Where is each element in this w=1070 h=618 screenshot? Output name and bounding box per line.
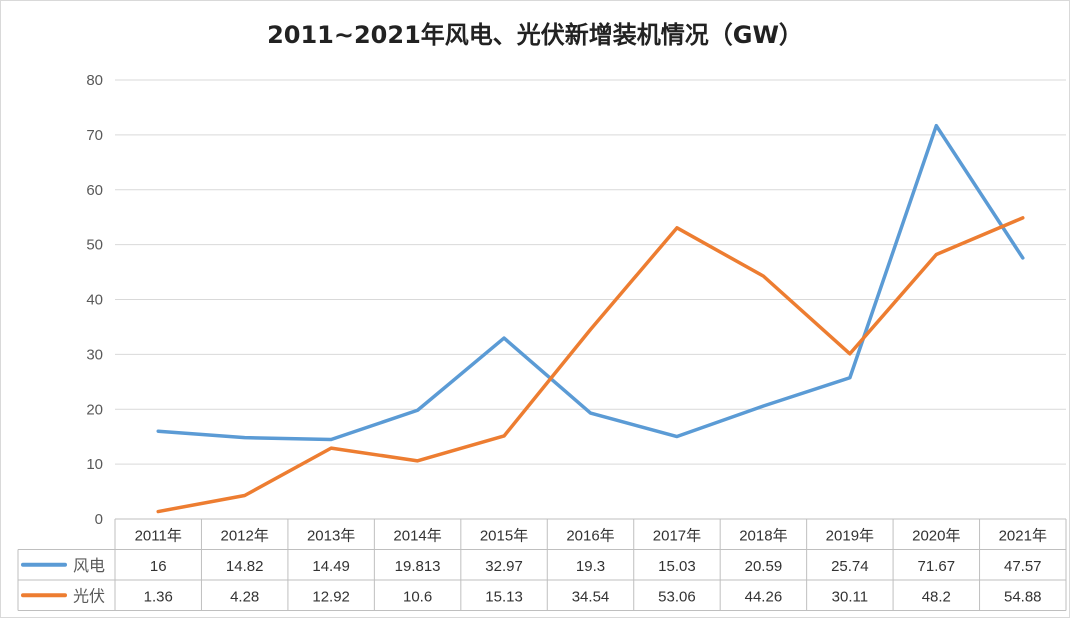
- data-value-cell: 53.06: [658, 588, 696, 605]
- legend-label: 光伏: [73, 586, 105, 605]
- x-category-label: 2018年: [739, 527, 787, 544]
- y-tick-label: 80: [86, 72, 103, 89]
- y-tick-label: 30: [86, 346, 103, 363]
- data-value-cell: 20.59: [745, 558, 783, 575]
- data-value-cell: 15.13: [485, 588, 523, 605]
- data-value-cell: 19.813: [395, 558, 441, 575]
- data-value-cell: 1.36: [144, 588, 173, 605]
- y-tick-label: 70: [86, 127, 103, 144]
- data-value-cell: 10.6: [403, 588, 432, 605]
- x-category-label: 2016年: [566, 527, 614, 544]
- y-tick-label: 0: [95, 511, 103, 528]
- x-category-label: 2013年: [307, 527, 355, 544]
- data-value-cell: 19.3: [576, 558, 605, 575]
- data-value-cell: 16: [150, 558, 167, 575]
- y-tick-label: 40: [86, 292, 103, 309]
- y-tick-label: 20: [86, 401, 103, 418]
- data-value-cell: 14.49: [312, 558, 350, 575]
- data-value-cell: 48.2: [922, 588, 951, 605]
- x-category-label: 2012年: [220, 527, 268, 544]
- x-category-label: 2011年: [135, 527, 182, 544]
- x-category-label: 2019年: [826, 527, 874, 544]
- y-tick-label: 60: [86, 182, 103, 199]
- data-value-cell: 54.88: [1004, 588, 1042, 605]
- x-category-label: 2021年: [999, 527, 1047, 544]
- data-value-cell: 44.26: [745, 588, 783, 605]
- data-value-cell: 34.54: [572, 588, 610, 605]
- y-tick-label: 50: [86, 237, 103, 254]
- data-value-cell: 25.74: [831, 558, 869, 575]
- data-value-cell: 4.28: [230, 588, 259, 605]
- x-category-label: 2020年: [912, 527, 960, 544]
- data-value-cell: 32.97: [485, 558, 523, 575]
- x-category-label: 2017年: [653, 527, 701, 544]
- data-value-cell: 15.03: [658, 558, 696, 575]
- x-category-label: 2014年: [393, 527, 441, 544]
- data-value-cell: 47.57: [1004, 558, 1042, 575]
- x-category-label: 2015年: [480, 527, 528, 544]
- data-value-cell: 71.67: [918, 558, 956, 575]
- series-line: [156, 123, 1025, 442]
- data-value-cell: 14.82: [226, 558, 264, 575]
- legend-label: 风电: [73, 556, 105, 575]
- series-line: [156, 216, 1025, 514]
- data-value-cell: 12.92: [312, 588, 350, 605]
- y-tick-label: 10: [86, 456, 103, 473]
- data-value-cell: 30.11: [832, 588, 868, 605]
- chart-title: 2011~2021年风电、光伏新增装机情况（GW）: [267, 21, 803, 49]
